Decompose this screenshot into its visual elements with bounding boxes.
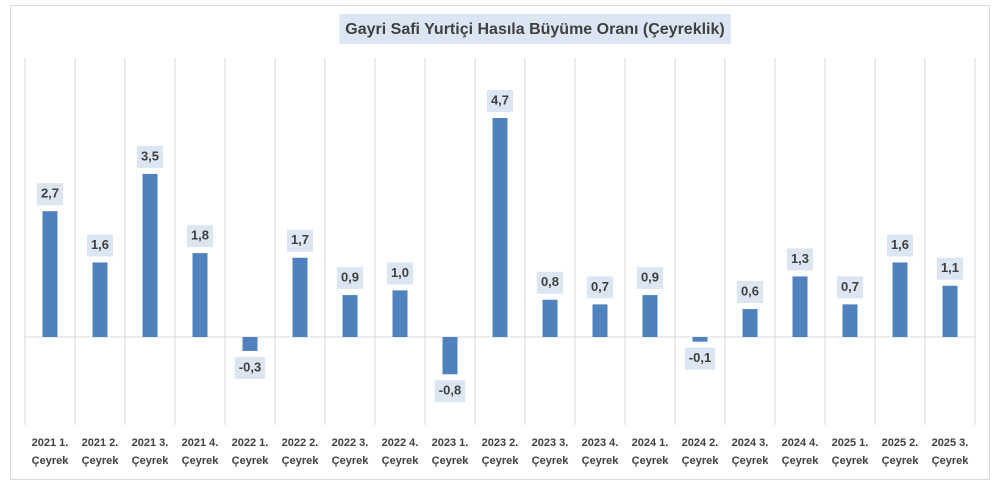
bar: [292, 257, 308, 337]
value-label-background: [86, 234, 114, 257]
value-label: 3,5: [141, 148, 159, 163]
bar: [742, 309, 758, 337]
x-tick-label: 2021 3. Çeyrek: [131, 437, 169, 467]
value-label-background: [684, 347, 716, 370]
x-tick-label: 2024 4. Çeyrek: [781, 437, 819, 467]
value-label-background: [386, 262, 414, 285]
value-label: 1,1: [941, 260, 959, 275]
bar: [692, 337, 708, 342]
chart-title: Gayri Safi Yurtiçi Hasıla Büyüme Oranı (…: [345, 21, 724, 38]
value-label: 0,9: [641, 270, 659, 285]
value-label-background: [636, 267, 664, 290]
value-label-background: [234, 356, 266, 379]
value-label: 0,9: [341, 270, 359, 285]
value-label: 1,6: [891, 237, 909, 252]
x-tick-label: 2025 2. Çeyrek: [881, 437, 919, 467]
x-tick-label: 2025 3. Çeyrek: [931, 437, 969, 467]
value-label: 0,6: [741, 283, 759, 298]
x-tick-label: 2023 3. Çeyrek: [531, 437, 569, 467]
value-label: 1,0: [391, 265, 409, 280]
value-label-background: [434, 380, 466, 403]
title-background: [339, 14, 731, 44]
bar: [592, 304, 608, 337]
bar: [892, 262, 908, 337]
bar: [542, 299, 558, 337]
x-tick-label: 2022 1. Çeyrek: [231, 437, 269, 467]
value-label: 0,8: [541, 274, 559, 289]
value-label-background: [336, 267, 364, 290]
value-label-background: [736, 281, 764, 304]
value-label-background: [286, 229, 314, 252]
value-label-background: [36, 183, 64, 206]
value-label: 4,7: [491, 92, 509, 107]
value-label: 0,7: [591, 279, 609, 294]
x-tick-label: 2024 1. Çeyrek: [631, 437, 669, 467]
value-label-background: [136, 145, 164, 168]
value-label-background: [536, 271, 564, 294]
x-tick-label: 2023 4. Çeyrek: [581, 437, 619, 467]
value-label-background: [836, 276, 864, 299]
value-label: -0,8: [439, 383, 461, 398]
bar: [42, 211, 58, 337]
value-label: 1,6: [91, 237, 109, 252]
x-tick-label: 2022 2. Çeyrek: [281, 437, 319, 467]
x-tick-label: 2021 4. Çeyrek: [181, 437, 219, 467]
bar: [842, 304, 858, 337]
value-label-background: [886, 234, 914, 257]
bar: [342, 295, 358, 337]
x-tick-label: 2023 2. Çeyrek: [481, 437, 519, 467]
value-label: 0,7: [841, 279, 859, 294]
value-label-background: [586, 276, 614, 299]
x-tick-label: 2024 3. Çeyrek: [731, 437, 769, 467]
value-label: -0,1: [689, 350, 711, 365]
value-label-background: [786, 248, 814, 271]
x-tick-label: 2025 1. Çeyrek: [831, 437, 869, 467]
bar: [492, 118, 508, 337]
x-tick-label: 2023 1. Çeyrek: [431, 437, 469, 467]
value-label: 1,3: [791, 251, 809, 266]
bar: [92, 262, 108, 337]
value-label-background: [486, 90, 514, 112]
bar: [392, 290, 408, 337]
value-label-background: [936, 257, 964, 280]
bar: [942, 285, 958, 337]
value-label-background: [186, 225, 214, 248]
value-label: 1,8: [191, 228, 209, 243]
bar: [442, 337, 458, 375]
x-tick-label: 2022 4. Çeyrek: [381, 437, 419, 467]
bar: [792, 276, 808, 337]
value-label: -0,3: [239, 359, 261, 374]
bar: [242, 337, 258, 351]
bar: [142, 173, 158, 337]
x-tick-label: 2021 1. Çeyrek: [31, 437, 69, 467]
bar: [642, 295, 658, 337]
x-tick-label: 2022 3. Çeyrek: [331, 437, 369, 467]
x-tick-label: 2024 2. Çeyrek: [681, 437, 719, 467]
value-label: 1,7: [291, 232, 309, 247]
bar: [192, 253, 208, 337]
x-tick-label: 2021 2. Çeyrek: [81, 437, 119, 467]
value-label: 2,7: [41, 186, 59, 201]
